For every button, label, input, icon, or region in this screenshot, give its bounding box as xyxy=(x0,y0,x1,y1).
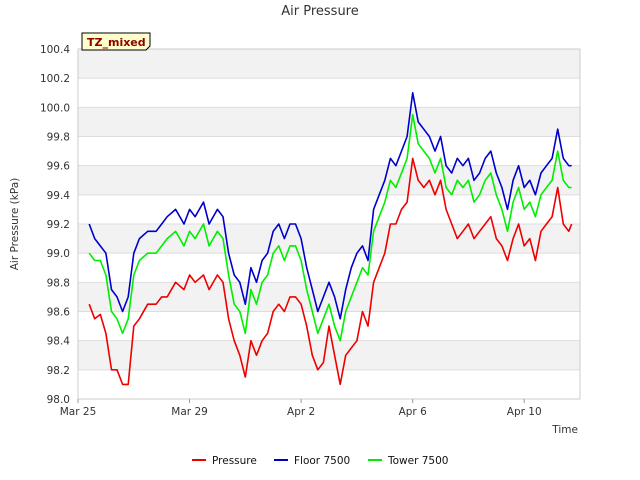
y-tick-label: 98.6 xyxy=(47,307,71,319)
chart-title: Air Pressure xyxy=(281,4,359,19)
y-axis-ticks: 98.0 98.2 98.4 98.6 98.8 99.0 99.2 99.4 99.6 99.8… xyxy=(40,44,70,406)
y-tick-label: 98.2 xyxy=(47,365,70,377)
y-tick-label: 99.8 xyxy=(47,132,70,144)
x-axis-ticks: Mar 25 Mar 29 Apr 2 Apr 6 Apr 10 xyxy=(60,399,542,418)
x-tick-label: Mar 25 xyxy=(60,406,97,418)
y-tick-label: 99.2 xyxy=(47,219,70,231)
series-line-floor-7500 xyxy=(88,92,572,320)
grid-lines xyxy=(78,48,580,400)
legend-label: Floor 7500 xyxy=(294,455,350,467)
legend: Pressure Floor 7500 Tower 7500 xyxy=(192,455,448,467)
plot-band xyxy=(78,340,580,370)
x-tick-label: Apr 10 xyxy=(507,406,542,418)
y-tick-label: 98.4 xyxy=(47,336,71,348)
series-lines xyxy=(88,92,573,386)
series-line-tower-7500 xyxy=(88,113,572,342)
plot-band xyxy=(78,107,580,137)
y-tick-label: 100.0 xyxy=(40,102,70,114)
y-tick-label: 99.0 xyxy=(47,248,70,260)
y-tick-label: 100.4 xyxy=(40,44,70,56)
x-axis-label: Time xyxy=(551,424,578,436)
x-tick-label: Mar 29 xyxy=(171,406,208,418)
legend-label: Tower 7500 xyxy=(387,455,448,467)
plot-bands xyxy=(78,49,580,370)
legend-label: Pressure xyxy=(212,455,257,467)
plot-band xyxy=(78,49,580,79)
y-axis-label: Air Pressure (kPa) xyxy=(9,178,21,271)
y-tick-label: 98.8 xyxy=(47,277,70,289)
series-line-pressure xyxy=(88,157,573,386)
y-tick-label: 99.6 xyxy=(47,161,71,173)
tz-badge-label: TZ_mixed xyxy=(87,36,146,49)
y-tick-label: 100.2 xyxy=(40,73,70,85)
tz-badge: TZ_mixed xyxy=(81,32,151,51)
y-tick-label: 99.4 xyxy=(47,190,71,202)
plot-frame xyxy=(77,48,581,400)
x-tick-label: Apr 6 xyxy=(399,406,428,418)
tz-badge-box xyxy=(81,32,151,51)
plot-band xyxy=(78,165,580,195)
y-tick-label: 98.0 xyxy=(47,394,70,406)
x-tick-label: Apr 2 xyxy=(287,406,315,418)
plot-band xyxy=(78,224,580,254)
